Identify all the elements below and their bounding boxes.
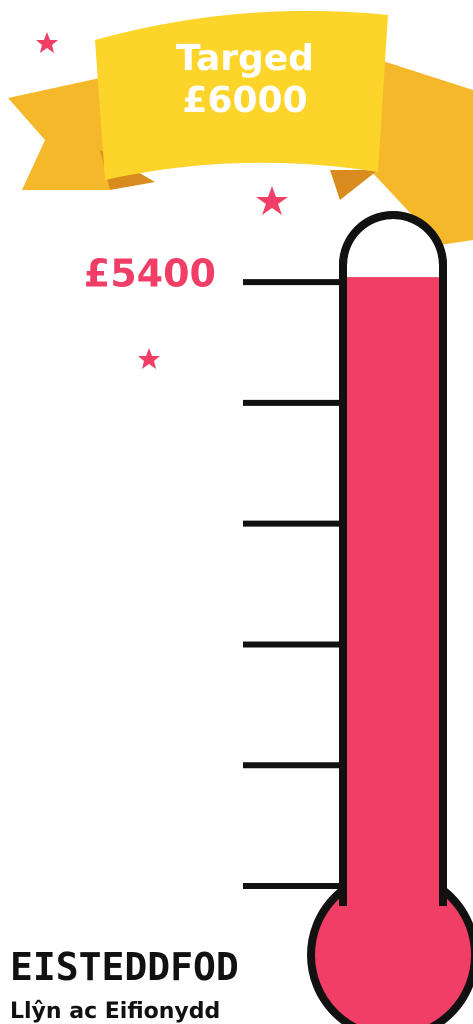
logo-region: Llŷn ac Eifionydd [10, 999, 220, 1024]
fill-level [347, 277, 439, 955]
chart: Targed £6000 £5400 EISTEDDFOD Llŷn ac Ei… [0, 0, 473, 1024]
value-label: £5400 [84, 252, 216, 296]
logo-name: EISTEDDFOD [10, 945, 239, 989]
ribbon-fold [330, 170, 378, 200]
ribbon-left [8, 78, 110, 190]
subtitle: £6000 [182, 80, 307, 121]
title: Targed [176, 38, 314, 79]
page: Targed £6000 £5400 EISTEDDFOD Llŷn ac Ei… [0, 0, 473, 1024]
